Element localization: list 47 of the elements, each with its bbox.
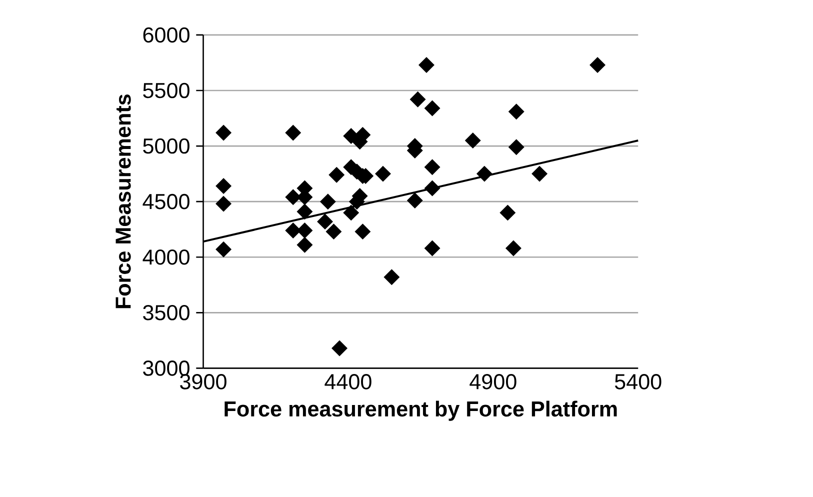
- x-tick-label: 4400: [324, 374, 372, 390]
- point: [590, 56, 606, 73]
- y-tick-label: 4500: [142, 194, 190, 210]
- point: [476, 166, 492, 182]
- x-axis-title: Force measurement by Force Platform: [224, 400, 617, 421]
- point: [354, 224, 371, 240]
- point: [343, 204, 359, 220]
- x-tick-label: 4900: [470, 374, 516, 390]
- point: [296, 222, 313, 238]
- point: [332, 340, 348, 356]
- y-axis-title: Force Measurements: [116, 94, 131, 308]
- x-tick-label: 5400: [614, 374, 662, 390]
- point: [410, 91, 426, 108]
- point: [285, 222, 301, 238]
- point: [418, 56, 434, 73]
- point: [508, 104, 524, 120]
- point: [285, 124, 301, 140]
- point: [216, 241, 232, 258]
- point: [375, 166, 391, 182]
- point: [296, 204, 313, 220]
- point: [326, 224, 342, 240]
- y-tick-label: 4000: [142, 249, 190, 265]
- point: [465, 132, 481, 148]
- point: [532, 166, 548, 182]
- y-tick-label: 3000: [143, 360, 190, 376]
- point: [296, 236, 313, 253]
- point: [407, 192, 423, 208]
- point: [328, 166, 344, 183]
- point: [506, 240, 522, 256]
- y-tick-label: 5000: [143, 138, 190, 154]
- point: [424, 159, 440, 175]
- point: [317, 214, 333, 230]
- point: [500, 204, 516, 220]
- point: [216, 178, 232, 194]
- point: [285, 189, 301, 205]
- point: [216, 196, 232, 212]
- point: [320, 194, 336, 210]
- point: [384, 269, 400, 285]
- point: [216, 124, 232, 140]
- x-tick-label: 3900: [180, 374, 226, 390]
- point: [508, 139, 524, 155]
- point: [424, 180, 440, 196]
- y-tick-label: 6000: [143, 27, 190, 42]
- y-tick-label: 3500: [143, 304, 190, 320]
- point: [424, 240, 440, 256]
- y-tick-label: 5500: [143, 82, 190, 98]
- point: [424, 100, 440, 116]
